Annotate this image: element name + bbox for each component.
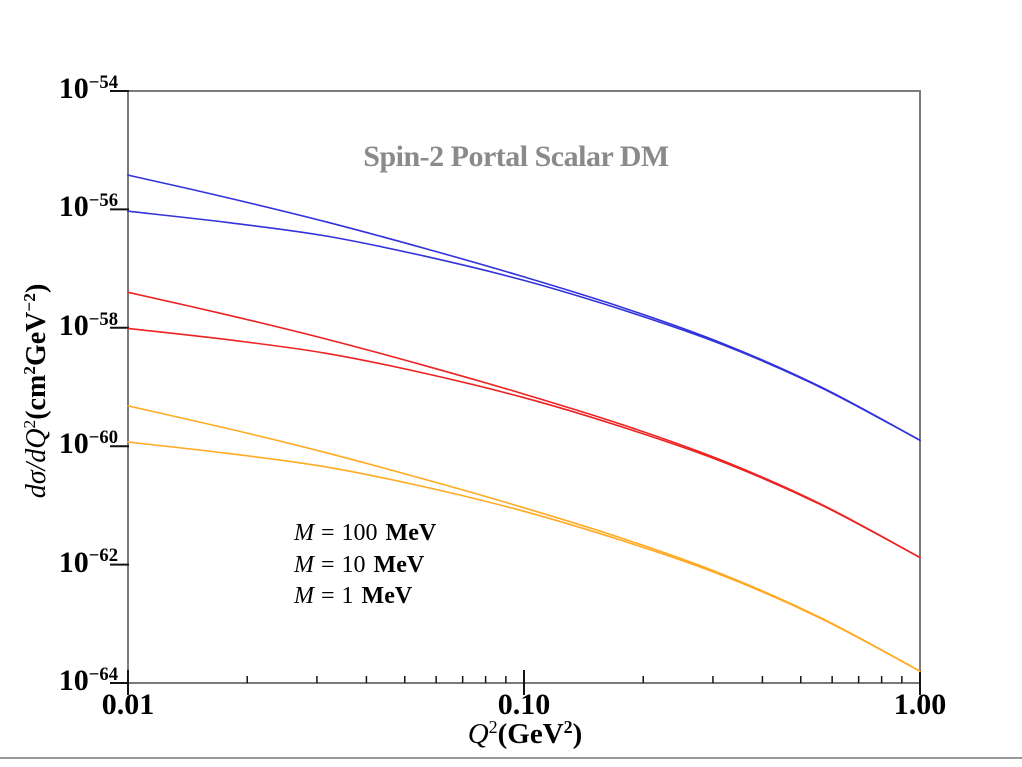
curve-m-10-mev-lower: [127, 327, 921, 559]
legend-equals: =: [321, 583, 335, 609]
y-tick-base: 10: [58, 664, 89, 697]
legend-mass-value: 1: [341, 583, 354, 609]
y-tick-exponent: −54: [88, 71, 118, 93]
y-tick-base: 10: [58, 427, 89, 461]
y-tick-exponent: −60: [88, 426, 118, 448]
y-axis-label-sup-1: 2: [20, 419, 40, 429]
y-tick-label: 10−62: [0, 545, 118, 582]
legend-mass-unit: MeV: [373, 551, 425, 578]
legend-mass-value: 10: [341, 551, 366, 578]
y-tick-label: 10−54: [0, 71, 118, 108]
legend-mass-value: 100: [341, 520, 378, 546]
y-tick-label: 10−58: [0, 308, 118, 345]
bottom-border-line: [0, 757, 1022, 759]
legend-mass-unit: MeV: [385, 520, 437, 546]
y-axis-label-sup-2: 2: [20, 366, 40, 375]
curve-m-1-mev-upper: [127, 405, 921, 672]
x-tick-label: 1.00: [893, 688, 947, 721]
legend-mass-symbol: M: [294, 551, 314, 578]
y-axis-label-unit-1: (cm: [21, 374, 52, 420]
x-tick-label: 0.10: [497, 688, 551, 721]
y-tick-base: 10: [58, 72, 89, 105]
curve-m-1-mev-lower: [127, 441, 921, 672]
y-tick-base: 10: [58, 545, 89, 579]
legend-item-m100: M = 100 MeV: [294, 518, 436, 550]
y-tick-exponent: −64: [88, 663, 118, 685]
y-axis-label-close-paren: ): [21, 283, 52, 294]
x-axis-label-sup-1: 2: [488, 717, 498, 738]
legend-mass-symbol: M: [294, 520, 314, 546]
y-tick-base: 10: [58, 190, 89, 224]
legend-equals: =: [321, 520, 335, 546]
legend-equals: =: [321, 551, 335, 578]
y-tick-label: 10−64: [0, 663, 118, 700]
legend: M = 100 MeV M = 10 MeV M = 1 MeV: [294, 518, 436, 613]
y-tick-exponent: −58: [88, 308, 118, 330]
y-tick-exponent: −62: [88, 545, 118, 567]
plot-frame: [127, 90, 921, 684]
x-axis-label-quantity: Q: [467, 718, 489, 750]
curve-m-10-mev-upper: [127, 291, 921, 559]
x-axis-label-close-paren: ): [572, 718, 583, 750]
legend-item-m10: M = 10 MeV: [294, 550, 436, 582]
legend-item-m1: M = 1 MeV: [294, 581, 436, 613]
x-axis-label-sup-2: 2: [563, 717, 573, 738]
x-axis-label-unit: (GeV: [497, 718, 564, 750]
y-tick-label: 10−60: [0, 426, 118, 463]
y-axis-label-sup-3: −2: [20, 293, 40, 312]
y-tick-exponent: −56: [88, 190, 118, 212]
x-axis-label: Q2(GeV2): [467, 717, 583, 751]
curve-m-100-mev-lower: [127, 210, 921, 442]
legend-mass-unit: MeV: [361, 583, 413, 609]
y-tick-label: 10−56: [0, 190, 118, 226]
curve-m-100-mev-upper: [127, 174, 921, 442]
x-tick-label: 0.01: [101, 688, 155, 721]
y-tick-base: 10: [58, 308, 89, 342]
chart-title: Spin-2 Portal Scalar DM: [363, 140, 669, 173]
legend-mass-symbol: M: [294, 583, 314, 609]
